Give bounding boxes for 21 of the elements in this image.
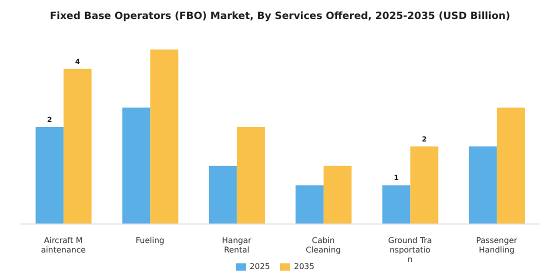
legend-label: 2025 bbox=[250, 262, 270, 272]
x-tick-label: Ground Transportation bbox=[388, 236, 432, 264]
bar bbox=[382, 185, 410, 224]
legend-label: 2035 bbox=[294, 262, 314, 272]
bar bbox=[36, 127, 64, 224]
bar bbox=[410, 146, 438, 224]
bar bbox=[64, 68, 92, 224]
bar bbox=[324, 166, 352, 224]
bar bbox=[122, 108, 150, 224]
bar bbox=[208, 166, 237, 224]
x-tick-label: Passenger Handling bbox=[476, 236, 518, 254]
x-tick-label: Cabin Cleaning bbox=[306, 236, 341, 254]
bar bbox=[496, 108, 525, 224]
bar bbox=[150, 49, 178, 224]
bar bbox=[296, 185, 324, 224]
bar bbox=[468, 146, 497, 224]
chart-title: Fixed Base Operators (FBO) Market, By Services Offered, 2025-2035 (USD Billion) bbox=[48, 10, 512, 24]
x-tick-label: Fueling bbox=[136, 236, 164, 245]
bar bbox=[236, 127, 265, 224]
x-tick-label: Aircraft Maintenance bbox=[41, 236, 86, 254]
x-tick-label: Hangar Rental bbox=[222, 236, 252, 254]
